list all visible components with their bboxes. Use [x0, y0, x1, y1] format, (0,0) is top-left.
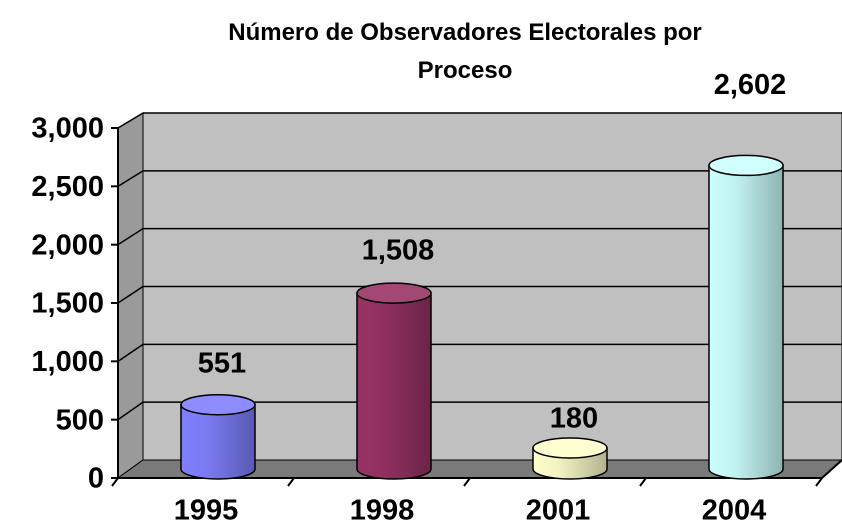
bar [708, 154, 784, 480]
grid-line-side [117, 228, 144, 246]
floor-edge [821, 459, 842, 479]
grid-line-side [117, 112, 144, 129]
bar [356, 282, 432, 480]
x-tick-mark [463, 477, 471, 487]
x-tick-label: 2004 [702, 495, 767, 527]
grid-line-side [117, 343, 144, 362]
x-tick-label: 2001 [526, 495, 591, 527]
bar [532, 437, 608, 480]
x-tick-mark [287, 477, 295, 487]
grid-line-side [117, 285, 144, 304]
x-tick-label: 1998 [350, 495, 415, 527]
y-tick-label: 3,000 [31, 113, 104, 145]
grid-line-side [117, 401, 144, 421]
y-tick-label: 2,500 [31, 171, 104, 203]
y-tick-label: 500 [56, 404, 104, 436]
x-tick-mark [815, 477, 823, 487]
x-tick-label: 1995 [174, 495, 239, 527]
grid-line-side [117, 170, 144, 187]
bar-top [708, 154, 784, 177]
y-tick-label: 0 [88, 463, 104, 495]
bar-body [356, 292, 432, 480]
value-label: 551 [198, 347, 246, 379]
x-tick-mark [111, 477, 119, 487]
value-label: 1,508 [362, 235, 435, 267]
bar-body [180, 403, 256, 480]
y-tick-label: 1,000 [31, 346, 104, 378]
y-tick-label: 2,000 [31, 229, 104, 261]
bar-top [180, 393, 256, 416]
bar-top [532, 437, 608, 459]
chart-title: Número de Observadores Electorales por P… [228, 19, 702, 84]
bar [180, 393, 256, 480]
y-tick-label: 1,500 [31, 288, 104, 320]
x-tick-mark [639, 477, 647, 487]
bar-body [708, 164, 784, 480]
bar-top [356, 282, 432, 304]
value-label: 2,602 [714, 69, 787, 101]
value-label: 180 [550, 403, 598, 435]
